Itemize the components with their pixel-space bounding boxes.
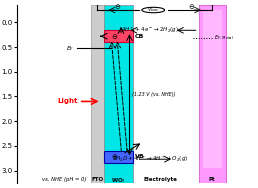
Text: vs. NHE (pH = 0): vs. NHE (pH = 0) — [42, 177, 86, 182]
Text: $4H^+ + 4e^- \rightarrow 2H_2(g)$: $4H^+ + 4e^- \rightarrow 2H_2(g)$ — [121, 25, 179, 35]
Bar — [91, 5, 104, 183]
Text: Light: Light — [57, 99, 78, 104]
Text: Electrolyte: Electrolyte — [143, 177, 178, 182]
Bar — [203, 10, 222, 168]
Text: VB: VB — [135, 154, 144, 159]
Bar — [104, 151, 133, 163]
Circle shape — [142, 7, 165, 13]
Text: WO$_3$: WO$_3$ — [111, 177, 126, 185]
Text: CB: CB — [135, 34, 144, 39]
Bar — [199, 5, 225, 183]
Bar — [104, 30, 133, 42]
Text: $E_{F,\,Metal}$: $E_{F,\,Metal}$ — [214, 34, 233, 42]
Text: $E_F$: $E_F$ — [66, 44, 75, 52]
Text: Pt: Pt — [209, 177, 215, 182]
Text: $\ominus$: $\ominus$ — [115, 2, 122, 11]
Text: $V_{bias}$: $V_{bias}$ — [147, 6, 159, 14]
Bar — [104, 5, 133, 183]
Text: (1.23 V (vs. NHE)): (1.23 V (vs. NHE)) — [132, 92, 175, 97]
Text: $\ominus$: $\ominus$ — [111, 32, 118, 41]
Text: FTO: FTO — [91, 177, 103, 182]
Text: $\oplus$: $\oplus$ — [111, 152, 118, 161]
Text: $2H_2O + 4h^+ \rightarrow 4H^+ + O_2(g)$: $2H_2O + 4h^+ \rightarrow 4H^+ + O_2(g)$ — [112, 154, 188, 164]
Text: $\ominus$: $\ominus$ — [188, 2, 195, 11]
